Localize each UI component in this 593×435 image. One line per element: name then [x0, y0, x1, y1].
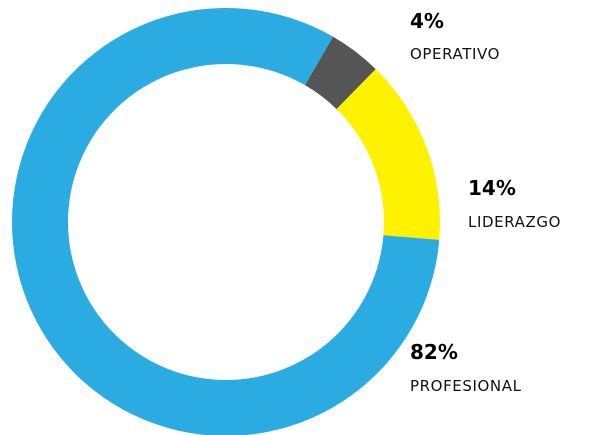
label-liderazgo-name: LIDERAZGO	[468, 213, 561, 231]
slice-liderazgo	[336, 69, 441, 240]
label-profesional-name: PROFESIONAL	[410, 377, 522, 395]
label-profesional-percent: 82%	[410, 340, 458, 364]
label-operativo-name: OPERATIVO	[410, 45, 500, 63]
label-liderazgo-percent: 14%	[468, 176, 516, 200]
label-operativo-percent: 4%	[410, 9, 444, 33]
slice-operativo	[305, 36, 376, 110]
donut-slices	[11, 8, 441, 435]
